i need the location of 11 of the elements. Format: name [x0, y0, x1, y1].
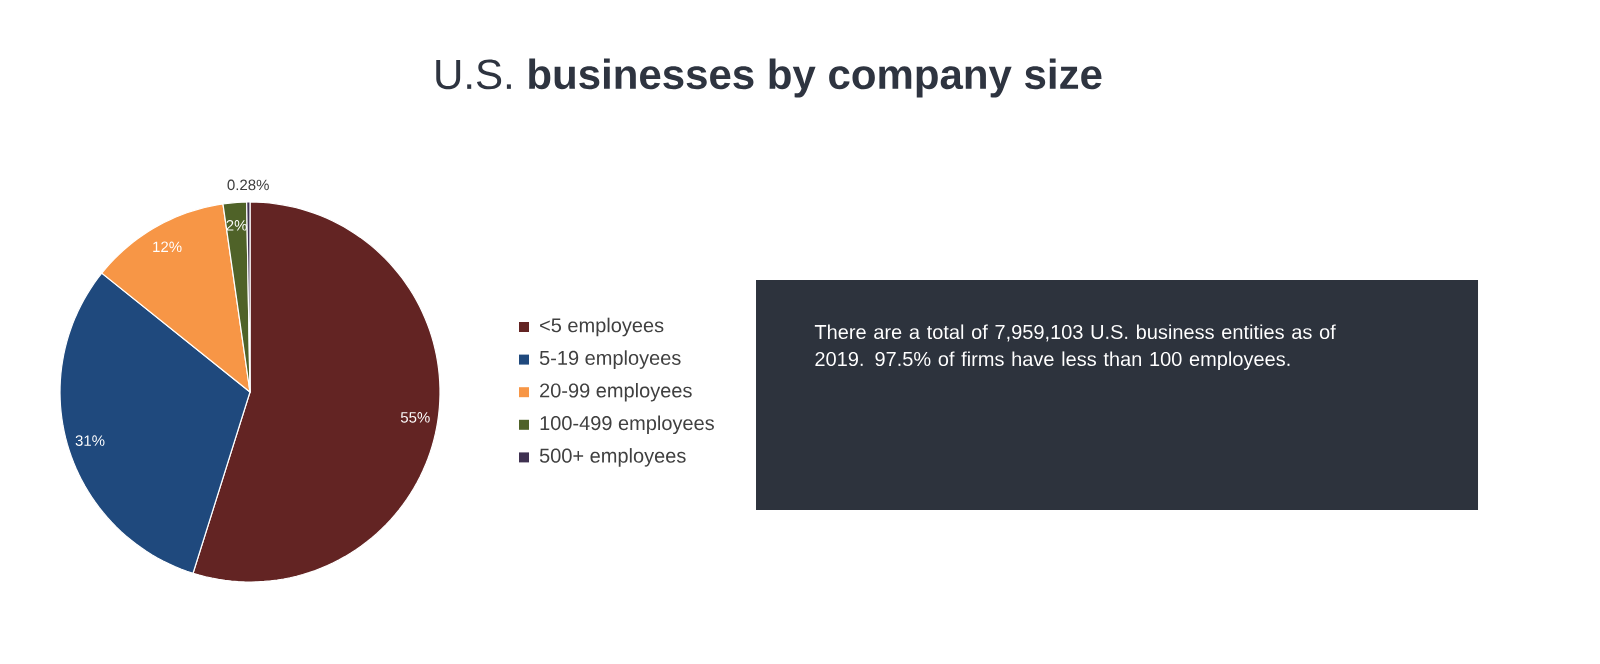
- legend-label: 20-99 employees: [540, 382, 692, 402]
- legend-label: 5-19 employees: [539, 350, 681, 369]
- chart-title: U.S. businesses by company size: [436, 58, 1102, 98]
- data-label: 0.28%: [227, 179, 269, 191]
- data-label: 31%: [75, 435, 105, 446]
- text: There are a total of 7,959,103 U.S. business entities as of 2019. 97.5% of firms have less than 100 employees.: [814, 324, 1336, 371]
- data-label: 12%: [153, 241, 182, 253]
- data-label: 55%: [400, 412, 430, 423]
- legend-label: <5 employees: [540, 317, 664, 337]
- legend-label: 100-499 employees: [540, 415, 714, 435]
- legend-label: 500+ employees: [539, 448, 686, 467]
